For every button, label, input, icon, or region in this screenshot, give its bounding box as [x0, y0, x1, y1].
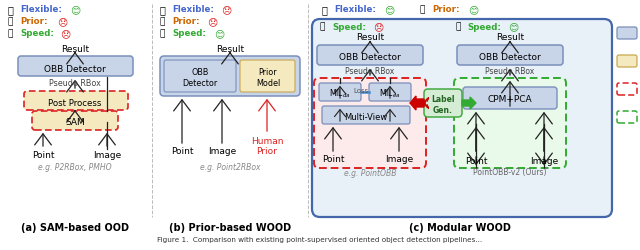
Text: 😞: 😞 [373, 22, 383, 32]
Text: e.g. Point2RBox: e.g. Point2RBox [200, 163, 260, 172]
FancyArrow shape [462, 98, 476, 110]
Text: Pseudo RBox: Pseudo RBox [485, 67, 534, 76]
FancyBboxPatch shape [617, 28, 637, 40]
FancyBboxPatch shape [463, 88, 557, 110]
FancyBboxPatch shape [312, 20, 612, 217]
Text: Figure 1.  Comparison with existing point-supervised oriented object detection p: Figure 1. Comparison with existing point… [157, 236, 483, 242]
Text: Image: Image [530, 157, 558, 166]
FancyBboxPatch shape [617, 84, 637, 96]
Text: Speed:: Speed: [467, 22, 501, 31]
Text: MIL$_{ea}$: MIL$_{ea}$ [380, 88, 401, 100]
Text: Prior:: Prior: [432, 6, 460, 15]
Text: 👤: 👤 [420, 5, 426, 14]
Text: 👤: 👤 [8, 17, 13, 26]
Text: 😞: 😞 [221, 5, 231, 15]
Text: e.g. P2RBox, PMHO: e.g. P2RBox, PMHO [38, 163, 112, 172]
Text: 🚀: 🚀 [8, 29, 13, 38]
Text: PointOBB-v2 (Ours): PointOBB-v2 (Ours) [473, 168, 547, 177]
Text: Pseudo RBox: Pseudo RBox [49, 79, 101, 88]
Text: 😊: 😊 [508, 22, 518, 32]
FancyBboxPatch shape [240, 61, 295, 93]
Text: 👤: 👤 [160, 17, 165, 26]
Text: Flexible:: Flexible: [20, 6, 62, 15]
Text: Result: Result [496, 33, 524, 42]
Text: Image: Image [385, 155, 413, 164]
Text: Speed:: Speed: [172, 30, 206, 38]
Text: Result: Result [356, 33, 384, 42]
FancyBboxPatch shape [454, 79, 566, 168]
Text: SAM: SAM [65, 118, 85, 127]
Text: Human: Human [251, 137, 284, 146]
FancyBboxPatch shape [617, 56, 637, 68]
Text: Speed:: Speed: [20, 30, 54, 38]
Text: MIL$_{da}$: MIL$_{da}$ [329, 88, 351, 100]
FancyArrow shape [410, 96, 424, 110]
FancyBboxPatch shape [457, 46, 563, 66]
Text: Point: Point [465, 157, 487, 166]
Text: Loss: Loss [353, 88, 369, 94]
Text: Post Process: Post Process [48, 98, 102, 107]
Text: 😞: 😞 [57, 17, 67, 27]
Text: Result: Result [61, 44, 89, 53]
Text: Point: Point [32, 151, 54, 160]
Text: Image: Image [208, 147, 236, 156]
Text: Speed:: Speed: [332, 22, 366, 31]
Text: Point: Point [322, 155, 344, 164]
FancyBboxPatch shape [18, 57, 133, 77]
Text: Multi-View: Multi-View [344, 112, 388, 121]
Text: 😞: 😞 [207, 17, 217, 27]
Text: Prior:: Prior: [20, 18, 47, 26]
Text: 🎯: 🎯 [322, 5, 328, 15]
FancyBboxPatch shape [319, 84, 361, 102]
Text: (b) Prior-based WOOD: (b) Prior-based WOOD [169, 222, 291, 232]
Text: 😊: 😊 [214, 29, 224, 39]
FancyBboxPatch shape [424, 90, 462, 118]
Text: Label
Gen.: Label Gen. [431, 95, 455, 114]
FancyBboxPatch shape [164, 61, 236, 93]
FancyBboxPatch shape [322, 106, 410, 124]
Text: Prior:: Prior: [172, 18, 200, 26]
FancyBboxPatch shape [317, 46, 423, 66]
Text: e.g. PointOBB: e.g. PointOBB [344, 168, 396, 177]
Text: CPM+PCA: CPM+PCA [488, 95, 532, 104]
Text: OBB Detector: OBB Detector [479, 52, 541, 61]
Text: Point: Point [171, 147, 193, 156]
Text: Prior: Prior [257, 147, 277, 156]
Text: Pseudo RBox: Pseudo RBox [346, 67, 395, 76]
Text: OBB
Detector: OBB Detector [182, 68, 218, 87]
FancyBboxPatch shape [369, 84, 411, 102]
FancyBboxPatch shape [160, 57, 300, 96]
Text: 🎯: 🎯 [160, 5, 166, 15]
Text: 😊: 😊 [70, 5, 80, 15]
Text: Flexible:: Flexible: [334, 6, 376, 15]
FancyBboxPatch shape [32, 112, 118, 130]
Text: Flexible:: Flexible: [172, 6, 214, 15]
Text: (a) SAM-based OOD: (a) SAM-based OOD [21, 222, 129, 232]
Text: 😊: 😊 [384, 5, 394, 15]
FancyBboxPatch shape [24, 92, 128, 110]
Text: Prior
Model: Prior Model [256, 68, 280, 87]
Text: Result: Result [216, 44, 244, 53]
Text: OBB Detector: OBB Detector [339, 52, 401, 61]
Text: 🚀: 🚀 [320, 22, 325, 31]
Text: (c) Modular WOOD: (c) Modular WOOD [409, 222, 511, 232]
FancyBboxPatch shape [617, 112, 637, 124]
Text: 🎯: 🎯 [8, 5, 14, 15]
Text: 🚀: 🚀 [455, 22, 460, 31]
Text: Image: Image [93, 151, 121, 160]
Text: OBB Detector: OBB Detector [44, 64, 106, 73]
Text: 😊: 😊 [468, 5, 478, 15]
FancyBboxPatch shape [314, 79, 426, 168]
Text: 😞: 😞 [60, 29, 70, 39]
Text: 🚀: 🚀 [160, 29, 165, 38]
